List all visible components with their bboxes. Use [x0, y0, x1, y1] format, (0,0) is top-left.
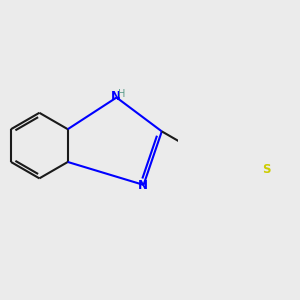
Text: H: H [118, 89, 125, 99]
Text: N: N [111, 90, 121, 103]
Text: N: N [138, 179, 148, 192]
Text: S: S [262, 163, 271, 176]
